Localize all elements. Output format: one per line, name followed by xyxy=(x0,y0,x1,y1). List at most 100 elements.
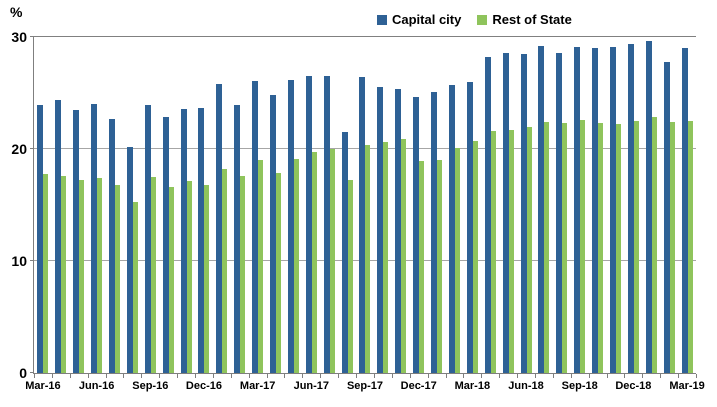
plot-area: Mar-16 Jun-16 Sep-16 Dec-16 Mar-17 Jun-17 Sep-… xyxy=(11,30,704,392)
capital-city-bar xyxy=(109,118,115,373)
bar-group xyxy=(607,37,625,373)
rest-of-state-bar xyxy=(669,122,675,373)
rest-of-state-bar xyxy=(97,178,103,373)
y-axis-label: 20 xyxy=(11,141,27,157)
rest-of-state-bar xyxy=(490,131,496,373)
capital-city-bar xyxy=(270,95,277,373)
rest-of-state-bar xyxy=(419,161,425,373)
legend-label-rest-of-state: Rest of State xyxy=(492,12,572,27)
y-axis-tick xyxy=(30,372,34,373)
capital-city-bar xyxy=(287,79,294,373)
rest-of-state-bar xyxy=(562,123,568,373)
rest-of-state-bar xyxy=(240,175,246,373)
bar-group xyxy=(141,37,159,373)
capital-city-bar xyxy=(305,76,312,373)
rest-of-state-bar xyxy=(544,122,550,373)
capital-city-bar xyxy=(484,57,491,373)
x-axis-tick xyxy=(481,374,483,378)
x-axis-tick xyxy=(606,374,608,378)
bar-group xyxy=(213,37,231,373)
bar-group xyxy=(123,37,141,373)
x-axis-tick xyxy=(266,374,268,378)
bar-group xyxy=(481,37,499,373)
rest-of-state-bar xyxy=(43,173,49,373)
capital-city-bar xyxy=(91,104,98,373)
capital-city-swatch-icon xyxy=(377,14,387,25)
capital-city-bar xyxy=(377,87,384,373)
x-axis-tick xyxy=(517,374,519,378)
bar-group xyxy=(571,37,589,373)
x-axis-tick xyxy=(141,374,143,378)
x-axis-tick xyxy=(552,374,554,378)
x-axis-tick xyxy=(499,374,501,378)
capital-city-bar xyxy=(323,76,330,373)
bar-group xyxy=(499,37,517,373)
x-axis-label: Mar-16 xyxy=(25,380,61,392)
x-axis-label: Sep-18 xyxy=(561,380,598,392)
capital-city-bar xyxy=(359,77,366,373)
rest-of-state-bar xyxy=(454,147,460,373)
rest-of-state-bar xyxy=(79,180,85,373)
capital-city-bar xyxy=(216,84,223,373)
bar-group xyxy=(195,37,213,373)
rest-of-state-bar xyxy=(437,160,443,373)
capital-city-bar xyxy=(198,107,205,373)
x-axis-tick xyxy=(338,374,340,378)
x-axis-tick xyxy=(356,374,358,378)
legend: Capital city Rest of State xyxy=(377,12,572,27)
bar-group xyxy=(267,37,285,373)
bar-group xyxy=(231,37,249,373)
x-axis-tick xyxy=(642,374,644,378)
rest-of-state-bar xyxy=(580,119,586,373)
rest-of-state-bar xyxy=(168,187,174,373)
y-axis-tick xyxy=(30,260,34,261)
bar-group xyxy=(52,37,70,373)
capital-city-bar xyxy=(55,99,62,373)
bar-group xyxy=(249,37,267,373)
bar-group xyxy=(34,37,52,373)
x-axis-label: Sep-16 xyxy=(132,380,169,392)
capital-city-bar xyxy=(413,97,420,373)
x-axis-tick xyxy=(34,374,35,378)
rest-of-state-bar xyxy=(61,175,67,373)
capital-city-bar xyxy=(502,52,509,373)
x-axis-tick xyxy=(159,374,161,378)
bar-group xyxy=(446,37,464,373)
x-axis-tick xyxy=(678,374,680,378)
x-axis-tick xyxy=(570,374,572,378)
bar-group xyxy=(374,37,392,373)
rest-of-state-bar xyxy=(276,172,282,373)
x-axis-tick xyxy=(588,374,590,378)
bar-group xyxy=(535,37,553,373)
x-axis-label: Dec-18 xyxy=(615,380,652,392)
capital-city-bar xyxy=(144,105,151,373)
rest-of-state-bar xyxy=(311,152,317,373)
x-axis-label: Jun-18 xyxy=(508,380,544,392)
bar-group xyxy=(463,37,481,373)
bar-group xyxy=(356,37,374,373)
rest-of-state-bar xyxy=(615,124,621,373)
y-axis-unit-label: % xyxy=(10,4,23,20)
x-axis-tick xyxy=(87,374,89,378)
bar-group xyxy=(553,37,571,373)
bar-group xyxy=(320,37,338,373)
x-axis-label: Jun-17 xyxy=(293,380,330,392)
capital-city-bar xyxy=(556,52,563,373)
capital-city-bar xyxy=(627,43,634,373)
y-axis-label: 30 xyxy=(11,29,27,45)
x-axis-tick xyxy=(624,374,626,378)
x-axis-label: Mar-19 xyxy=(669,380,705,392)
rest-of-state-bar xyxy=(687,121,693,373)
rest-of-state-bar xyxy=(526,126,532,373)
x-axis-tick xyxy=(320,374,322,378)
x-axis-tick xyxy=(284,374,286,378)
capital-city-bar xyxy=(520,53,527,373)
bar-group xyxy=(589,37,607,373)
capital-city-bar xyxy=(73,109,80,373)
rest-of-state-bar xyxy=(598,123,604,373)
x-axis-tick xyxy=(302,374,304,378)
x-axis-tick xyxy=(534,374,536,378)
bar-group xyxy=(642,37,660,373)
capital-city-bar xyxy=(681,48,688,373)
